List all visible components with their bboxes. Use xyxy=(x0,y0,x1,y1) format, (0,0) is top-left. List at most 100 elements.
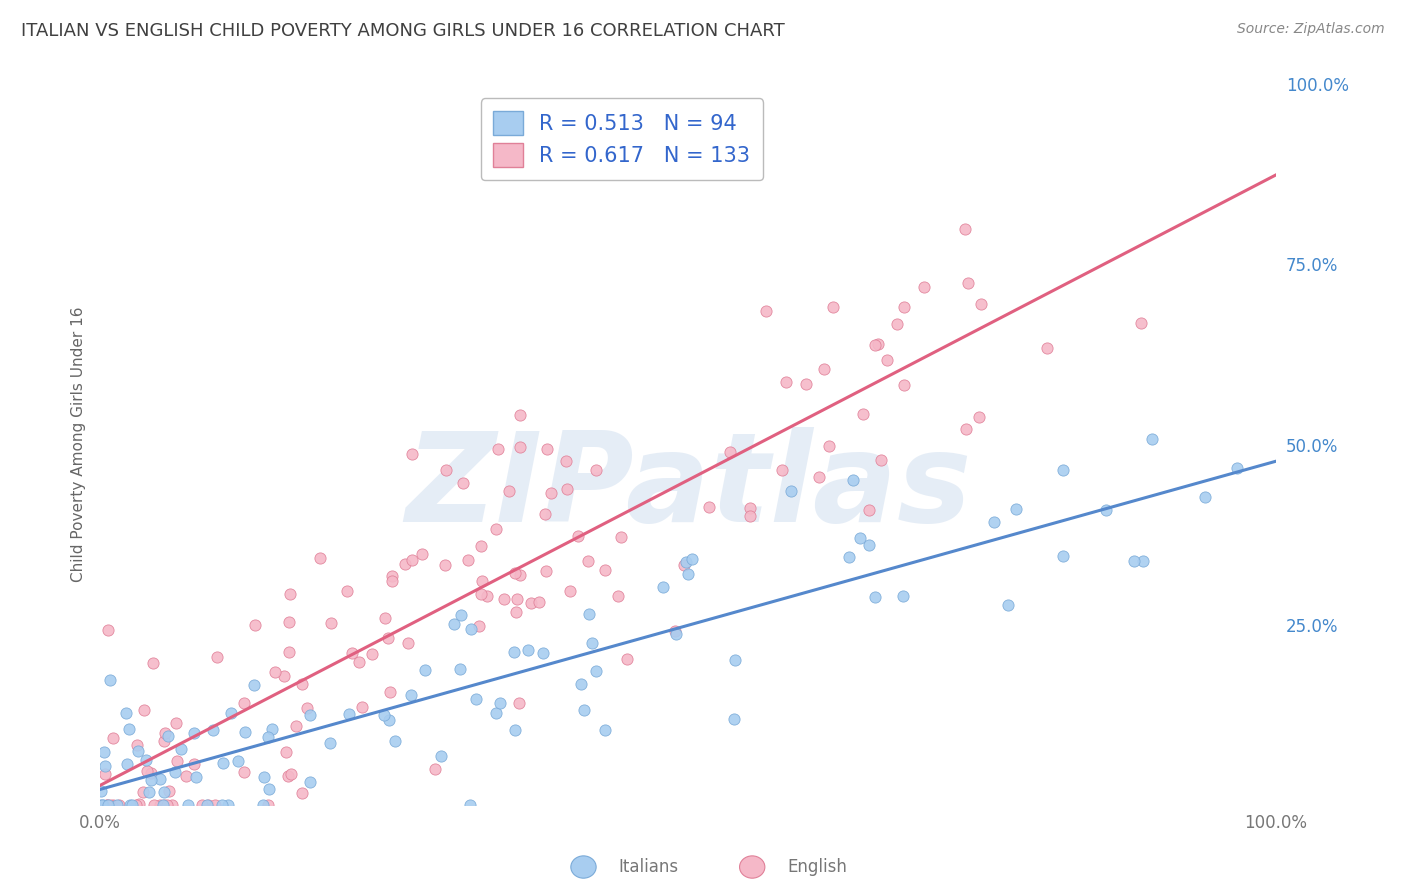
Text: English: English xyxy=(787,858,848,876)
Point xyxy=(135,753,157,767)
Point xyxy=(174,769,197,783)
Point xyxy=(117,756,139,771)
Point xyxy=(534,564,557,578)
Point xyxy=(470,587,492,601)
Point xyxy=(457,553,479,567)
Point xyxy=(697,500,720,515)
Point xyxy=(770,463,793,477)
Point xyxy=(128,797,150,812)
Point xyxy=(105,797,128,812)
Point xyxy=(361,648,384,662)
Point xyxy=(718,444,741,458)
Point xyxy=(335,584,357,599)
Point xyxy=(183,725,205,739)
Point xyxy=(675,554,697,568)
Point xyxy=(569,677,592,691)
Text: Source: ZipAtlas.com: Source: ZipAtlas.com xyxy=(1237,22,1385,37)
Point xyxy=(166,754,188,768)
Text: ITALIAN VS ENGLISH CHILD POVERTY AMONG GIRLS UNDER 16 CORRELATION CHART: ITALIAN VS ENGLISH CHILD POVERTY AMONG G… xyxy=(21,22,785,40)
Point xyxy=(475,589,498,603)
Point xyxy=(443,616,465,631)
Point xyxy=(142,657,165,671)
Point xyxy=(738,508,761,523)
Point xyxy=(252,797,274,812)
Point xyxy=(273,669,295,683)
Point xyxy=(377,631,399,645)
Point xyxy=(1132,554,1154,568)
Point xyxy=(498,484,520,499)
Point xyxy=(195,797,218,812)
Point xyxy=(616,652,638,666)
Point xyxy=(197,797,219,812)
Point xyxy=(1005,502,1028,516)
Point xyxy=(953,221,976,235)
Point xyxy=(257,797,280,812)
Point xyxy=(319,616,342,631)
Point xyxy=(132,784,155,798)
Point xyxy=(204,797,226,812)
Point xyxy=(280,767,302,781)
Point xyxy=(381,574,404,588)
Point xyxy=(665,626,688,640)
Point xyxy=(374,611,396,625)
Point xyxy=(485,522,508,536)
Point xyxy=(554,454,576,468)
Point xyxy=(957,277,980,291)
Point xyxy=(291,786,314,800)
Point xyxy=(868,336,890,351)
Point xyxy=(581,636,603,650)
Point xyxy=(723,712,745,726)
Point xyxy=(567,529,589,543)
Point xyxy=(610,530,633,544)
Point xyxy=(531,647,554,661)
Point xyxy=(821,300,844,314)
Point xyxy=(165,765,187,780)
Point xyxy=(852,408,875,422)
Point xyxy=(593,563,616,577)
Point xyxy=(149,797,172,812)
Point xyxy=(489,696,512,710)
Point xyxy=(676,566,699,581)
Point xyxy=(342,646,364,660)
Point xyxy=(505,566,527,581)
Point xyxy=(434,558,457,572)
Point xyxy=(277,645,299,659)
Point xyxy=(470,540,492,554)
Point xyxy=(534,507,557,521)
Point xyxy=(156,797,179,812)
Point xyxy=(399,689,422,703)
Point xyxy=(377,713,399,727)
Point xyxy=(1130,316,1153,330)
Text: Italians: Italians xyxy=(619,858,679,876)
Point xyxy=(212,756,235,771)
Point xyxy=(139,772,162,787)
Point xyxy=(152,797,174,812)
Point xyxy=(138,785,160,799)
Point xyxy=(217,797,239,812)
Point xyxy=(243,618,266,632)
Point xyxy=(89,797,111,812)
Point xyxy=(207,649,229,664)
Point xyxy=(578,607,600,621)
Point xyxy=(527,595,550,609)
Point xyxy=(471,574,494,588)
Point xyxy=(508,696,530,710)
Point xyxy=(1226,461,1249,475)
Point xyxy=(337,706,360,721)
Point xyxy=(153,797,176,812)
Point xyxy=(401,447,423,461)
Point xyxy=(520,596,543,610)
Point xyxy=(97,623,120,637)
Point xyxy=(96,797,118,812)
Point xyxy=(808,470,831,484)
Point xyxy=(1122,554,1144,568)
Point xyxy=(876,352,898,367)
Point xyxy=(149,772,172,787)
Point xyxy=(842,473,865,487)
Point xyxy=(755,304,778,318)
Point xyxy=(125,738,148,752)
Point xyxy=(125,797,148,812)
Point xyxy=(893,378,915,392)
Point xyxy=(891,589,914,603)
Point xyxy=(202,723,225,738)
